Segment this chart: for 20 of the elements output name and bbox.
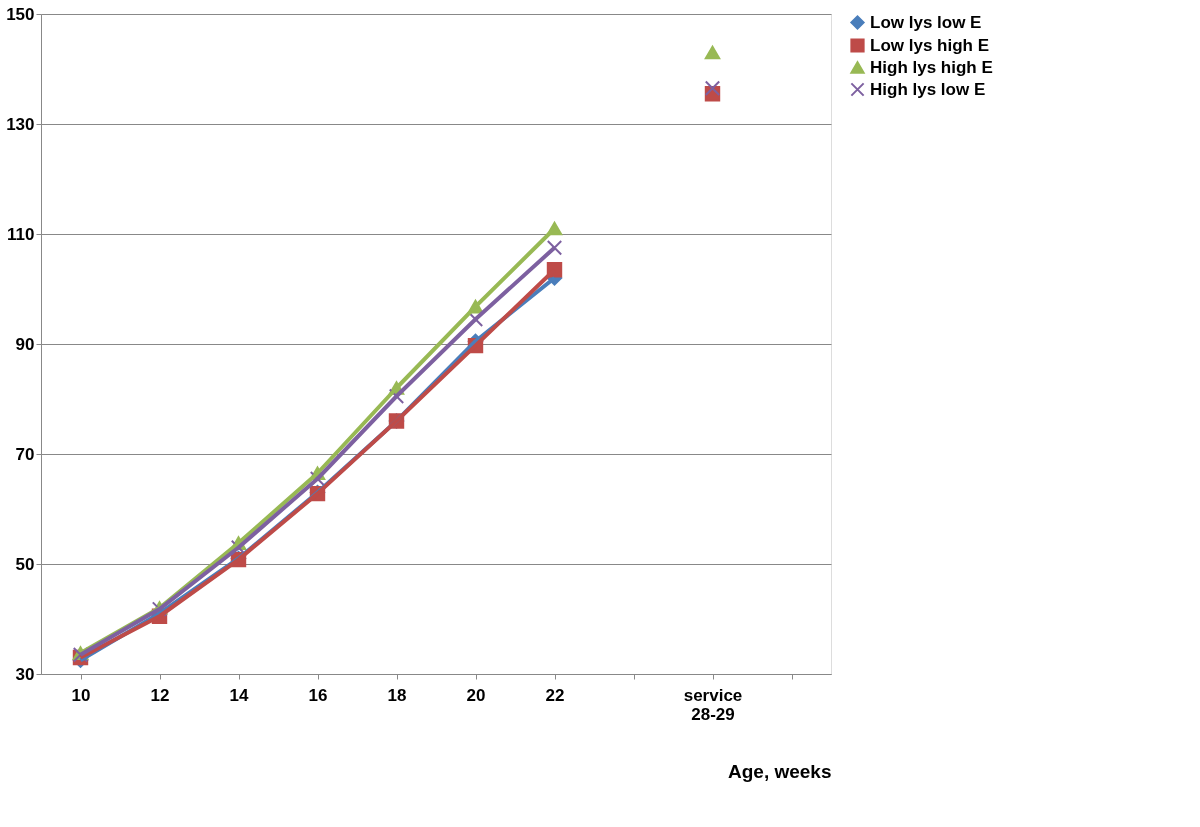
legend-label: Low lys low E [870,12,982,32]
x-tick-label: 14 [229,685,249,705]
y-tick-label: 30 [15,664,35,684]
y-tick-label: 70 [15,444,35,464]
y-tick-label: 50 [15,554,35,574]
x-axis-title: Age, weeks [728,760,832,782]
x-tick-label: 22 [545,685,565,705]
y-tick-label: 90 [15,334,35,354]
x-tick-label: service 28-29 [683,685,743,724]
y-tick-label: 110 [7,224,35,244]
x-tick-label: 10 [71,685,91,705]
x-tick-label: 20 [466,685,486,705]
x-tick-label: 12 [150,685,170,705]
x-tick-label: 18 [387,685,407,705]
y-tick-label: 150 [6,4,35,24]
x-tick-label: 16 [308,685,328,705]
legend-label: High lys high E [870,57,993,77]
legend-label: High lys low E [870,79,986,99]
legend-label: Low lys high E [870,35,990,55]
y-tick-label: 130 [6,114,35,134]
